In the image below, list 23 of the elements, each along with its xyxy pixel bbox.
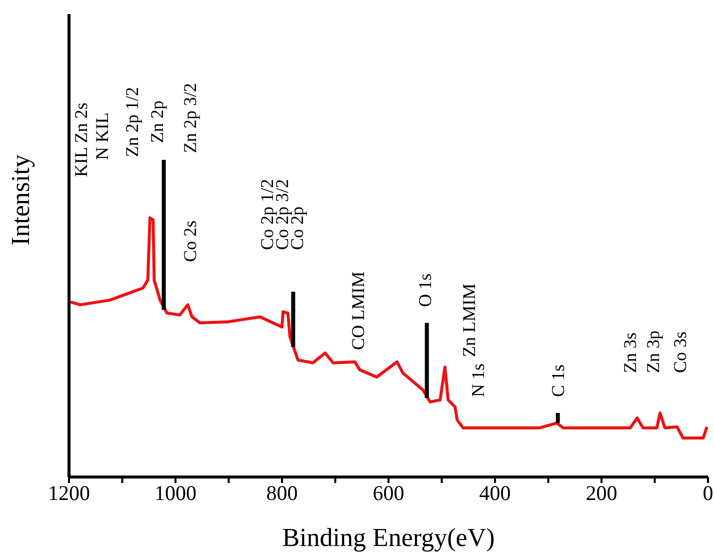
- annotation: Co 2s: [180, 220, 200, 262]
- text: Zn 2p: [147, 100, 167, 143]
- annotation: Zn 3s: [620, 332, 640, 373]
- x-tick-label: 400: [479, 480, 511, 505]
- x-tick-label: 1200: [48, 480, 90, 505]
- annotation: Zn 3p: [643, 330, 663, 373]
- annotation: CO LMIM: [348, 271, 368, 350]
- x-tick-label: 600: [372, 480, 404, 505]
- x-tick-label: 1000: [154, 480, 196, 505]
- annotation: C 1s: [548, 364, 568, 397]
- x-tick-label: 0: [702, 480, 714, 505]
- x-tick-label: 800: [266, 480, 298, 505]
- annotation: O 1s: [415, 273, 435, 307]
- x-tick-label: 200: [586, 480, 618, 505]
- annotation: N 1s: [468, 363, 488, 397]
- annotation: Zn LMIM: [459, 284, 479, 357]
- annotation: KIL Zn 2s: [71, 102, 91, 177]
- text: Zn 2p 1/2: [122, 87, 142, 157]
- x-axis-title: Binding Energy(eV): [282, 523, 495, 552]
- annotation: N KIL: [92, 112, 112, 160]
- y-axis-title: Intensity: [6, 154, 36, 246]
- annotation: Co 3s: [670, 331, 690, 373]
- text: Zn 2p 3/2: [180, 83, 200, 153]
